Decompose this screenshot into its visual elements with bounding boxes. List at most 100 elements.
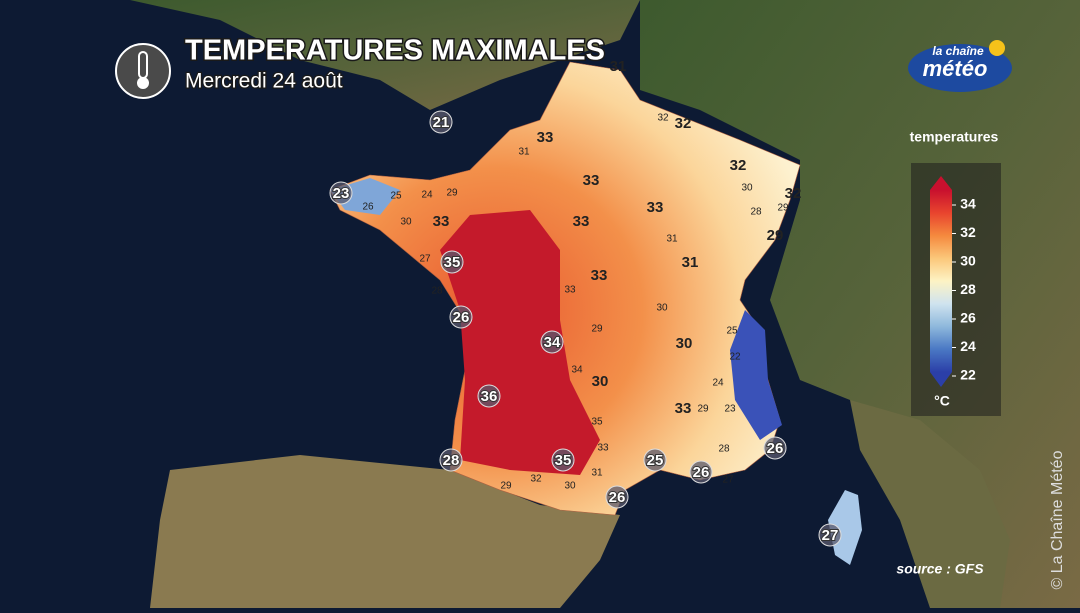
logo-sun bbox=[989, 40, 1005, 56]
legend: 34 32 30 28 26 24 22 bbox=[930, 176, 976, 387]
temperature-label: 32 bbox=[530, 474, 542, 485]
temperature-label: 30 bbox=[592, 373, 609, 390]
temperature-label: 31 bbox=[610, 58, 627, 75]
temperature-label: 33 bbox=[675, 400, 692, 417]
label-badge bbox=[449, 305, 473, 329]
temperature-label: 34 bbox=[544, 334, 561, 351]
thermometer-icon bbox=[115, 43, 171, 99]
temperature-label: 30 bbox=[656, 303, 668, 314]
legend-arrow-top bbox=[930, 176, 952, 190]
temperature-label: 32 bbox=[785, 185, 802, 202]
legend-colorbar bbox=[930, 190, 952, 372]
title: TEMPERATURES MAXIMALES bbox=[185, 35, 605, 67]
legend-tick-label: 30 bbox=[960, 253, 976, 269]
label-badge bbox=[477, 384, 501, 408]
temperature-label: 29 bbox=[500, 481, 512, 492]
temperature-label: 35 bbox=[444, 254, 461, 271]
cool-alps bbox=[730, 310, 782, 440]
temperature-label: 27 bbox=[419, 254, 431, 265]
legend-tick-label: 26 bbox=[960, 310, 976, 326]
logo-bg bbox=[908, 44, 1012, 92]
temperature-label: 29 bbox=[697, 404, 709, 415]
legend-arrow-bottom bbox=[930, 372, 952, 387]
temperature-label: 33 bbox=[564, 285, 576, 296]
temperature-label: 31 bbox=[682, 254, 699, 271]
temperature-label: 32 bbox=[657, 113, 669, 124]
heat-core bbox=[440, 210, 600, 475]
land-spain bbox=[150, 455, 620, 608]
temperature-label: 23 bbox=[724, 404, 736, 415]
temperature-label: 26 bbox=[453, 309, 470, 326]
temperature-label: 32 bbox=[730, 157, 747, 174]
temperature-label: 29 bbox=[446, 188, 458, 199]
temperature-label: 33 bbox=[647, 199, 664, 216]
label-badge bbox=[551, 448, 575, 472]
label-badge bbox=[605, 485, 629, 509]
temperature-label: 27 bbox=[822, 527, 839, 544]
temperature-label: 29 bbox=[777, 203, 789, 214]
temperature-label: 34 bbox=[571, 365, 583, 376]
temperature-label: 33 bbox=[573, 213, 590, 230]
temperature-label: 33 bbox=[591, 267, 608, 284]
temperature-label: 30 bbox=[676, 335, 693, 352]
temperature-label: 30 bbox=[741, 183, 753, 194]
label-badge bbox=[429, 110, 453, 134]
temperature-label: 25 bbox=[390, 191, 402, 202]
temperature-label: 29 bbox=[767, 227, 784, 244]
thermometer-bulb bbox=[137, 77, 149, 89]
temperature-label: 27 bbox=[722, 475, 734, 486]
temperature-label: 25 bbox=[647, 452, 664, 469]
logo-line1: la chaîne bbox=[932, 44, 984, 58]
temperature-label: 26 bbox=[362, 202, 374, 213]
temperature-label: 28 bbox=[718, 444, 730, 455]
label-badge bbox=[818, 523, 842, 547]
label-badge bbox=[439, 448, 463, 472]
temperature-label: 30 bbox=[564, 481, 576, 492]
temperature-label: 35 bbox=[591, 417, 603, 428]
legend-box bbox=[911, 163, 1001, 416]
copyright: © La Chaîne Météo bbox=[1049, 450, 1066, 589]
label-badge bbox=[540, 330, 564, 354]
land-italy bbox=[850, 400, 1010, 608]
temperature-label: 21 bbox=[433, 114, 450, 131]
label-badge bbox=[643, 448, 667, 472]
land-uk bbox=[130, 0, 640, 110]
logo-line2: météo bbox=[923, 56, 988, 81]
temperature-labels: 31 33 32 32 32 33 33 33 33 29 35 31 33 26 34 30 30 36 33 28… bbox=[329, 58, 842, 547]
temperature-label: 25 bbox=[726, 326, 738, 337]
temperature-label: 31 bbox=[666, 234, 678, 245]
source: source : GFS bbox=[896, 561, 984, 577]
temperature-label: 33 bbox=[583, 172, 600, 189]
temperature-label: 28 bbox=[431, 286, 443, 297]
temperature-label: 28 bbox=[443, 452, 460, 469]
label-badge bbox=[440, 250, 464, 274]
legend-tick-label: 24 bbox=[960, 338, 976, 354]
temperature-label: 35 bbox=[555, 452, 572, 469]
legend-title: temperatures bbox=[910, 129, 999, 145]
temperature-label: 33 bbox=[597, 443, 609, 454]
temperature-label: 22 bbox=[729, 352, 741, 363]
temperature-label: 36 bbox=[481, 388, 498, 405]
temperature-label: 26 bbox=[767, 440, 784, 457]
temperature-label: 31 bbox=[518, 147, 530, 158]
legend-tick-label: 28 bbox=[960, 281, 976, 297]
temperature-label: 28 bbox=[750, 207, 762, 218]
legend-tick-label: 34 bbox=[960, 196, 976, 212]
temperature-label: 29 bbox=[591, 324, 603, 335]
temperature-label: 31 bbox=[591, 468, 603, 479]
label-badge bbox=[689, 460, 713, 484]
legend-tick-label: 32 bbox=[960, 224, 976, 240]
temperature-label: 24 bbox=[421, 190, 433, 201]
temperature-label: 33 bbox=[433, 213, 450, 230]
temperature-label: 26 bbox=[693, 464, 710, 481]
label-badge bbox=[329, 181, 353, 205]
legend-unit: °C bbox=[934, 393, 950, 409]
corsica bbox=[828, 490, 862, 565]
label-badge bbox=[763, 436, 787, 460]
land-europe bbox=[640, 0, 1080, 608]
temperature-label: 24 bbox=[712, 378, 724, 389]
temperature-label: 33 bbox=[537, 129, 554, 146]
legend-tick-label: 22 bbox=[960, 367, 976, 383]
